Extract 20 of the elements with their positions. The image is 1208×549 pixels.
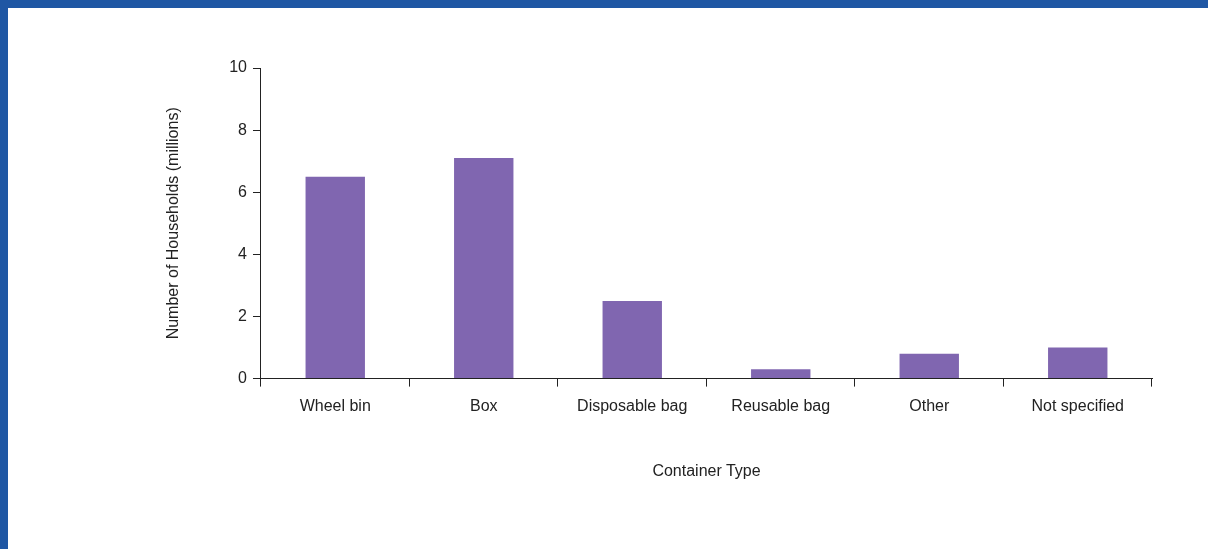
x-tick-label: Reusable bag: [731, 396, 831, 414]
bar: [602, 300, 662, 379]
bar: [454, 158, 514, 379]
y-tick-label: 4: [238, 244, 248, 262]
bar: [305, 176, 365, 379]
bar: [899, 353, 959, 379]
x-tick-label: Wheel bin: [299, 396, 371, 414]
y-axis-title: Number of Households (millions): [164, 107, 182, 340]
y-tick-label: 10: [229, 58, 248, 76]
y-tick-label: 8: [238, 120, 248, 138]
x-tick-label: Box: [469, 396, 498, 414]
x-axis-title: Container Type: [652, 461, 761, 479]
x-tick-label: Not specified: [1031, 396, 1124, 414]
y-tick-label: 0: [238, 369, 248, 387]
x-tick-label: Disposable bag: [577, 396, 688, 414]
x-tick-label: Other: [909, 396, 950, 414]
y-tick-label: 2: [238, 306, 248, 324]
y-tick-label: 6: [238, 182, 248, 200]
bar: [1048, 347, 1108, 379]
bar: [751, 369, 811, 379]
